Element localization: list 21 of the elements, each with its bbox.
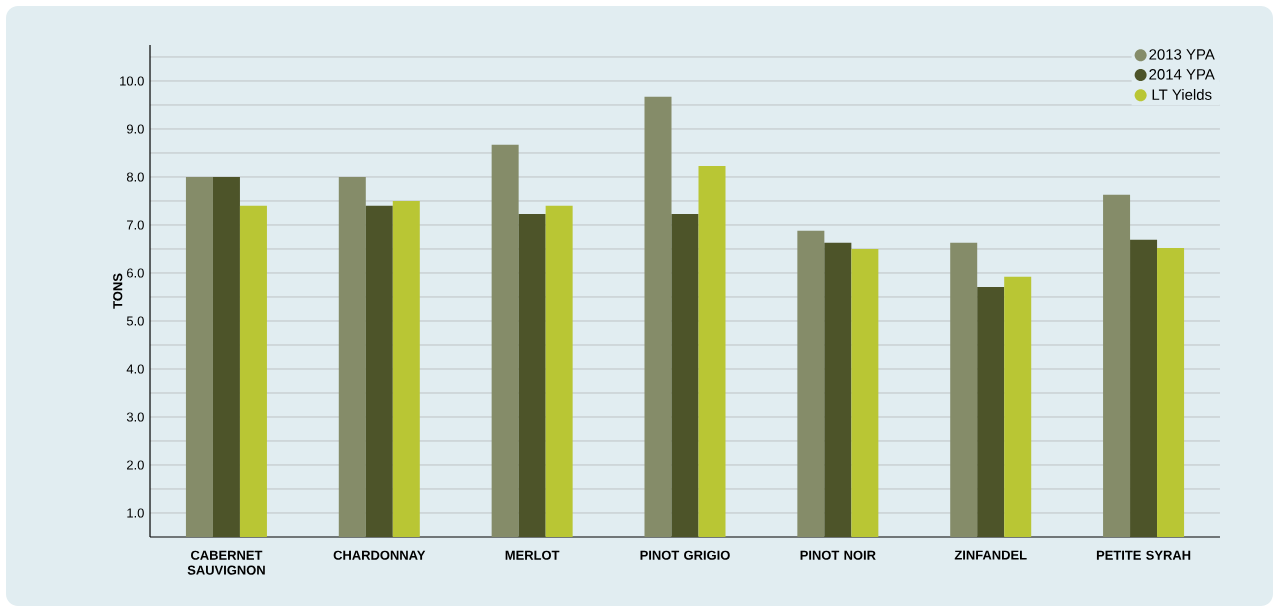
y-tick-label: 8.0: [126, 172, 144, 182]
legend-label: 2013 YPA: [1149, 49, 1215, 60]
legend-label: 2014 YPA: [1149, 69, 1215, 80]
x-tick-label: ZINFANDEL: [954, 550, 1027, 560]
y-axis-title: TONS: [113, 273, 123, 309]
x-tick-label: MERLOT: [505, 550, 560, 560]
y-tick-label: 7.0: [127, 220, 144, 230]
y-tick-label: 4.0: [126, 364, 144, 374]
y-tick-label: 10.0: [120, 76, 144, 86]
x-tick-label: PINOT NOIR: [800, 550, 876, 560]
y-tick-label: 3.0: [126, 412, 144, 422]
y-tick-label: 5.0: [126, 316, 144, 326]
x-tick-label: CHARDONNAY: [333, 550, 426, 560]
x-tick-label: PINOT GRIGIO: [640, 550, 730, 560]
y-tick-label: 1.0: [127, 508, 144, 518]
legend-label: LT Yields: [1152, 89, 1212, 100]
y-tick-label: 9.0: [126, 124, 144, 134]
y-tick-label: 2.0: [127, 460, 144, 470]
x-tick-label: CABERNET SAUVIGNON: [187, 550, 265, 575]
x-tick-label: PETITE SYRAH: [1096, 550, 1191, 560]
y-tick-label: 6.0: [127, 268, 144, 278]
